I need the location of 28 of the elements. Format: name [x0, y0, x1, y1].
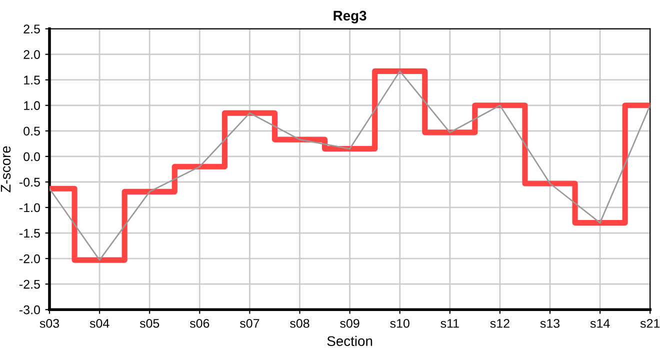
y-tick-label: -1.5: [19, 228, 40, 238]
x-tick-label: s14: [590, 319, 610, 328]
y-tick-label: -2.0: [19, 254, 40, 264]
x-axis-title: Section: [327, 336, 372, 346]
chart-title: Reg3: [334, 10, 366, 24]
y-tick-label: 1.5: [24, 76, 40, 85]
y-tick-label: 1.0: [24, 101, 40, 110]
y-tick-label: 0.5: [24, 126, 40, 136]
x-tick-label: s04: [90, 318, 110, 328]
x-tick-label: s13: [540, 318, 560, 328]
y-tick-label: 2.5: [24, 24, 40, 34]
x-tick-label: s21: [640, 318, 660, 328]
y-tick-label: 0.0: [24, 152, 40, 162]
x-tick-label: s08: [290, 318, 310, 328]
x-tick-label: s05: [140, 318, 160, 328]
y-tick-label: -1.0: [19, 203, 40, 212]
y-tick-label: -2.5: [19, 280, 40, 289]
y-tick-label: 2.0: [24, 50, 40, 59]
x-tick-label: s10: [390, 318, 410, 328]
y-axis-title: Z-score: [0, 146, 11, 192]
x-tick-label: s03: [40, 318, 60, 328]
x-tick-label: s12: [490, 318, 510, 328]
x-tick-label: s06: [190, 318, 210, 328]
x-tick-label: s11: [440, 319, 459, 328]
x-tick-label: s07: [240, 318, 260, 328]
y-tick-label: -0.5: [19, 178, 40, 187]
x-tick-label: s09: [340, 318, 360, 328]
y-tick-label: -3.0: [19, 305, 40, 314]
